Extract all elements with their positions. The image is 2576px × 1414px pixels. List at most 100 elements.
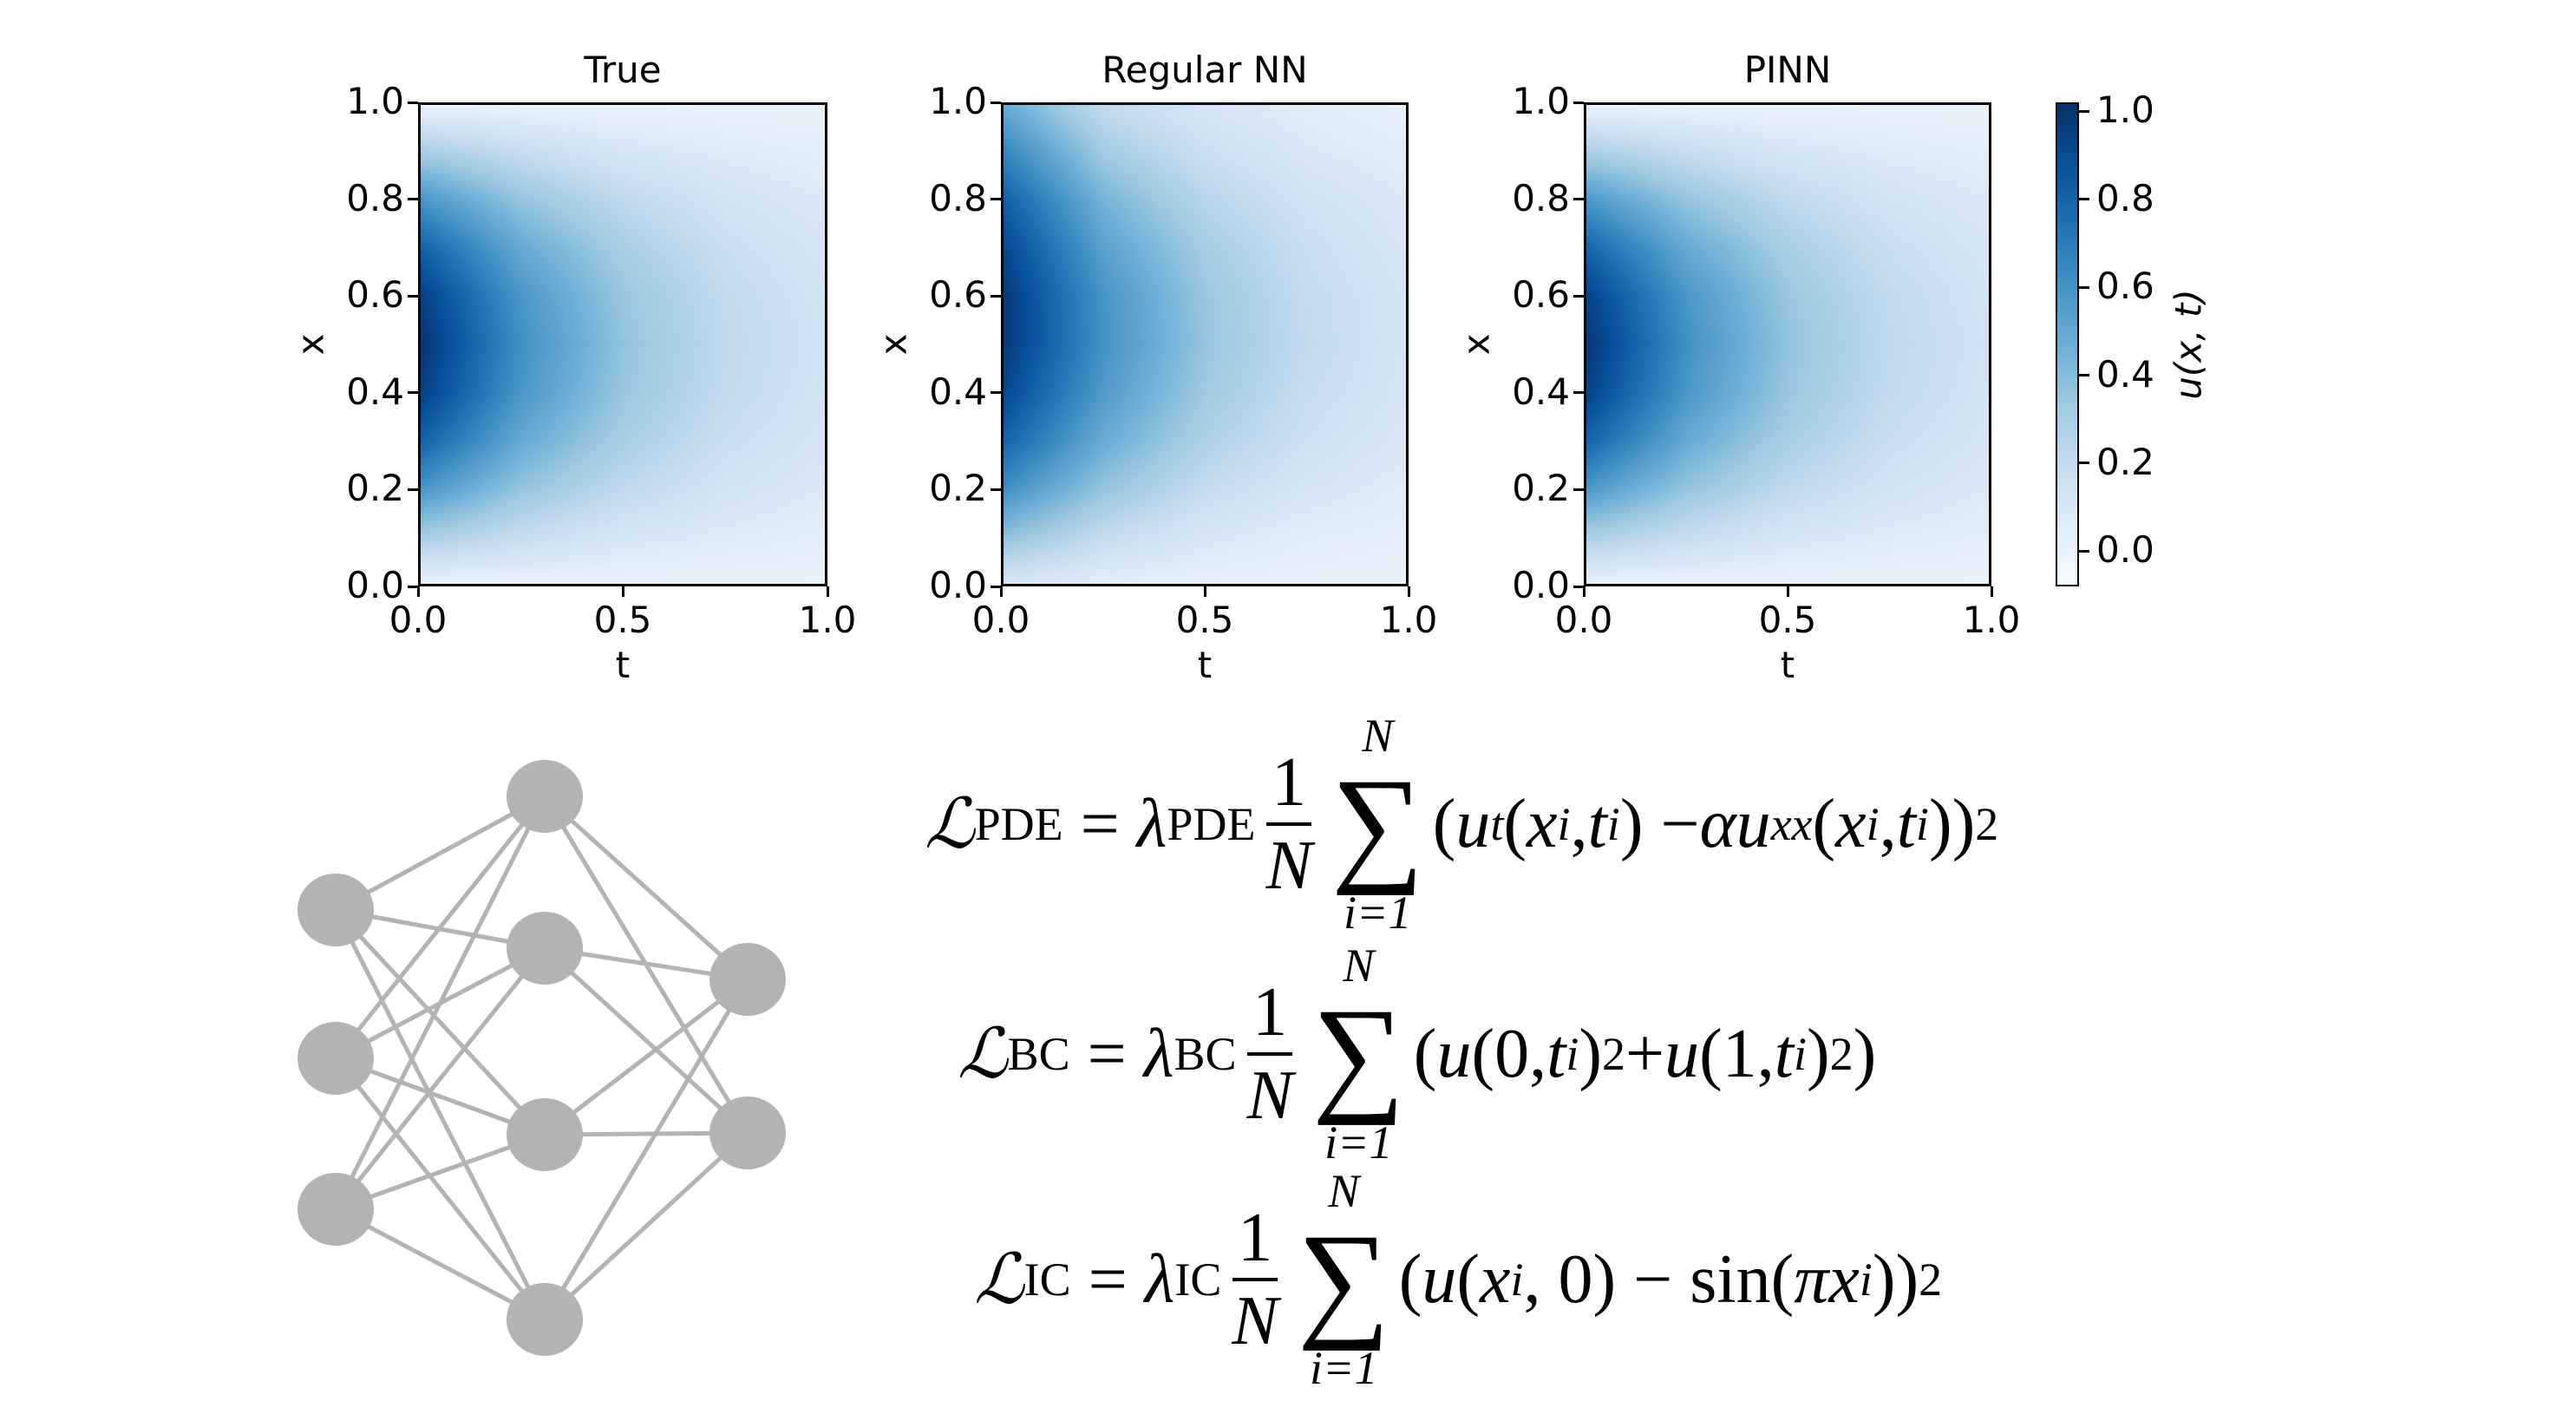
equation-term: , [1879,785,1897,862]
equation-term: t [1546,1015,1566,1092]
loss-symbol: ℒ [958,1017,1008,1093]
network-edge [543,978,749,1136]
colorbar-tick-label: 0.6 [2096,265,2154,308]
y-tick-mark [991,391,1001,395]
colorbar-tick-mark [2079,549,2089,553]
lambda-subscript: PDE [1167,798,1256,850]
equation-term: i [1566,1028,1579,1080]
sum-upper-limit: N [1362,710,1394,762]
network-edge [334,794,546,913]
y-tick-mark [1573,294,1584,298]
y-tick-label: 0.2 [346,467,404,510]
heatmap-axes [418,102,827,586]
network-edge [543,946,749,1135]
y-tick-label: 0.0 [346,564,404,606]
equation-term: u [1455,785,1491,862]
equation-term: ) − [1619,785,1700,862]
colorbar-tick-label: 1.0 [2096,88,2154,132]
x-tick-label: 0.5 [1758,599,1817,641]
equation-term: ( [1503,785,1527,862]
equation-term: ) [1579,1015,1602,1092]
y-tick-label: 0.8 [929,176,987,219]
y-tick-label: 0.0 [1512,564,1570,606]
equation-term: (1, [1699,1015,1775,1092]
y-tick-mark [1573,101,1584,104]
y-tick-mark [991,585,1001,588]
x-axis-label: t [615,644,631,686]
equation-term: α [1699,785,1736,862]
x-axis-label: t [1780,644,1795,686]
heatmap-image [1586,105,1989,584]
heatmap-axes [1001,102,1409,586]
equation-term: t [1490,798,1504,850]
colorbar-tick-mark [2079,198,2089,201]
network-edge [334,1057,546,1321]
lambda-subscript: IC [1174,1254,1222,1306]
lambda-symbol: λ [1144,1241,1175,1318]
loss-equation-pde: ℒ PDE = λ PDE 1 N N ∑ i=1(u t(x i, t i) − α u xx(x i, … [925,694,1998,954]
equation-term: x [1527,785,1558,862]
y-tick-mark [408,198,418,201]
denominator: N [1246,1057,1293,1134]
y-tick-label: 0.2 [1512,467,1570,510]
x-tick-mark [1990,586,1993,597]
loss-subscript: IC [1023,1254,1071,1306]
lambda-subscript: BC [1174,1028,1237,1080]
sum-upper-limit: N [1343,939,1375,992]
equation-term: t [1774,1015,1794,1092]
x-tick-label: 1.0 [1962,599,2021,641]
network-node [709,1097,786,1169]
panel-title: Regular NN [1102,49,1308,91]
y-tick-mark [408,391,418,395]
network-edge [333,908,547,1321]
colorbar-tick-label: 0.4 [2096,352,2154,396]
lambda-symbol: λ [1143,1015,1174,1092]
x-tick-label: 1.0 [1379,599,1438,641]
network-node [297,874,374,946]
loss-subscript: BC [1007,1028,1070,1080]
equation-term: , [1570,785,1588,862]
y-tick-label: 0.2 [929,467,987,510]
equation-term: i [1866,798,1880,850]
x-tick-mark [1582,586,1585,597]
colorbar-tick-mark [2079,462,2089,465]
network-node [507,912,583,985]
y-tick-label: 1.0 [346,80,404,122]
y-tick-label: 0.8 [346,176,404,219]
colorbar-tick-label: 0.0 [2096,528,2154,572]
heatmap-image [1004,105,1406,584]
equation-term: , 0) − sin( [1523,1241,1795,1318]
heatmap-axes [1584,102,1991,586]
equation-term: + [1625,1015,1665,1092]
equation-term: i [1557,798,1571,850]
network-edge [543,795,749,981]
equation-term: i [1510,1254,1524,1306]
numerator: 1 [1232,1203,1278,1281]
equation-term: ) [1806,1015,1830,1092]
summation: N ∑ i=1 [1298,1168,1390,1391]
network-node [507,760,583,833]
equals-sign: = [1088,1241,1128,1318]
y-tick-label: 0.6 [929,273,987,317]
colorbar-tick-mark [2079,374,2089,376]
equation-term: 2 [1601,1028,1625,1080]
denominator: N [1265,828,1312,904]
colorbar-tick-mark [2079,109,2089,113]
panel-title: PINN [1743,49,1832,91]
equation-term: u [1736,785,1771,862]
equation-term: 2 [1919,1254,1943,1306]
y-tick-mark [408,101,418,104]
sum-upper-limit: N [1328,1165,1360,1217]
y-tick-label: 0.0 [929,564,987,606]
y-tick-label: 0.8 [1512,176,1570,219]
equation-term: u [1664,1015,1700,1092]
x-tick-mark [1203,586,1206,597]
equation-term: ( [1413,1015,1437,1092]
equation-term: ( [1812,785,1836,862]
equation-term: u [1422,1241,1457,1318]
network-node [297,1022,374,1095]
colorbar-tick-mark [2079,285,2089,289]
sum-lower-limit: i=1 [1324,1116,1393,1169]
y-tick-label: 0.4 [1512,370,1570,413]
